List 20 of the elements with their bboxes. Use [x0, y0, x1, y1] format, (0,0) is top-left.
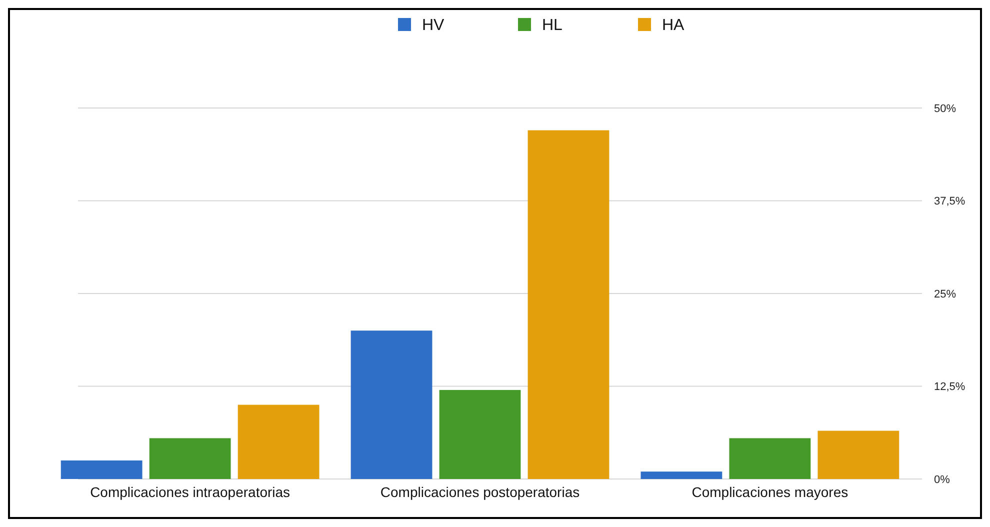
x-tick-label: Complicaciones postoperatorias	[380, 484, 580, 500]
y-tick-label: 12,5%	[934, 381, 966, 394]
legend-label: HA	[662, 17, 685, 34]
bar	[439, 390, 521, 479]
y-tick-label: 25%	[934, 288, 956, 300]
bar	[640, 472, 722, 479]
bar	[238, 404, 320, 479]
y-tick-label: 0%	[934, 474, 950, 486]
legend-label: HL	[542, 17, 563, 34]
x-tick-label: Complicaciones mayores	[692, 484, 848, 500]
bar	[528, 130, 610, 479]
bar	[818, 430, 900, 479]
bar	[729, 438, 811, 479]
y-tick-label: 50%	[934, 102, 956, 115]
legend-label: HV	[422, 17, 445, 34]
x-tick-label: Complicaciones intraoperatorias	[90, 484, 290, 500]
bar	[350, 330, 432, 479]
bar	[60, 460, 142, 479]
bar	[149, 438, 231, 479]
y-tick-label: 37,5%	[934, 196, 966, 208]
